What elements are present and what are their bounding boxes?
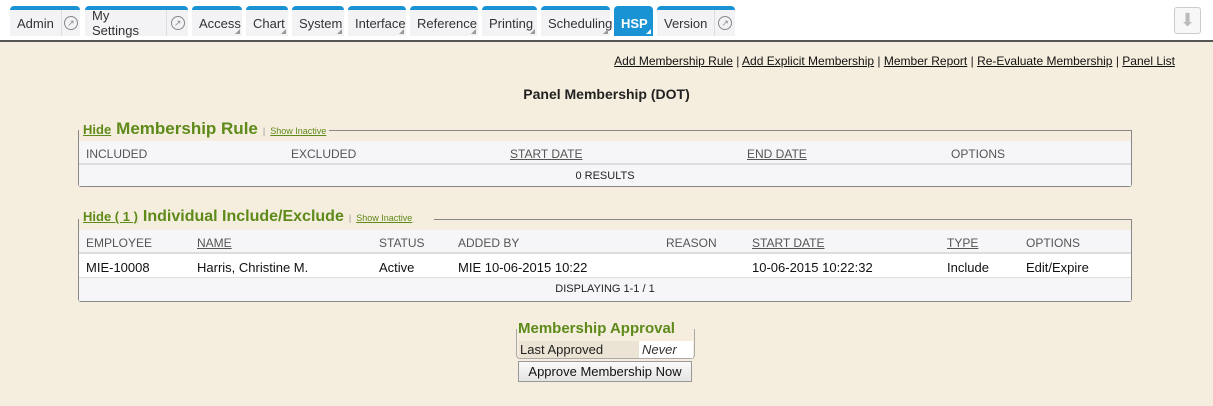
- tab-label: Printing: [489, 15, 534, 31]
- dropdown-corner-icon: [646, 29, 651, 34]
- type-cell: Include: [947, 260, 989, 275]
- dropdown-corner-icon: [337, 29, 342, 34]
- table-header: EMPLOYEE NAME STATUS ADDED BY REASON STA…: [79, 230, 1131, 254]
- tab-label: System: [299, 15, 343, 31]
- external-link-icon[interactable]: ↗: [166, 10, 188, 36]
- col-options: OPTIONS: [1026, 236, 1081, 250]
- col-type[interactable]: TYPE: [947, 236, 979, 250]
- employee-cell: MIE-10008: [86, 260, 150, 275]
- tab-label: Reference: [417, 15, 477, 31]
- fieldset-border: [329, 130, 1131, 131]
- individual-table: EMPLOYEE NAME STATUS ADDED BY REASON STA…: [79, 230, 1131, 301]
- dropdown-corner-icon: [471, 29, 476, 34]
- rule-table: INCLUDED EXCLUDED START DATE END DATE OP…: [79, 141, 1131, 186]
- approve-membership-button[interactable]: Approve Membership Now: [518, 361, 692, 382]
- separator: |: [970, 54, 974, 68]
- dropdown-corner-icon: [235, 29, 240, 34]
- membership-rule-section: Hide Membership Rule | Show Inactive INC…: [78, 119, 1132, 187]
- col-added-by: ADDED BY: [458, 236, 520, 250]
- tab-label: Chart: [253, 15, 285, 31]
- col-end-date[interactable]: END DATE: [747, 147, 807, 161]
- hide-toggle[interactable]: Hide: [83, 122, 112, 137]
- col-employee: EMPLOYEE: [86, 236, 153, 250]
- col-options: OPTIONS: [951, 147, 1006, 161]
- col-start-date[interactable]: START DATE: [510, 147, 583, 161]
- dropdown-corner-icon: [603, 29, 608, 34]
- hide-toggle[interactable]: Hide ( 1 ): [83, 209, 138, 224]
- last-approved-label: Last Approved: [519, 341, 639, 358]
- separator: |: [262, 126, 266, 136]
- show-inactive-link[interactable]: Show Inactive: [270, 126, 327, 136]
- membership-approval-section: Membership Approval Last Approved Never: [516, 320, 695, 359]
- separator: |: [348, 213, 352, 223]
- tab-system[interactable]: System: [292, 6, 344, 36]
- section-title: Membership Approval: [518, 320, 677, 337]
- tab-label: My Settings: [92, 8, 139, 38]
- dropdown-corner-icon: [281, 29, 286, 34]
- external-link-icon[interactable]: ↗: [714, 10, 735, 36]
- section-title: Membership Rule: [116, 119, 258, 138]
- member-report-link[interactable]: Member Report: [883, 54, 968, 68]
- tab-my-settings[interactable]: My Settings ↗: [85, 6, 188, 38]
- tab-label: Scheduling: [548, 15, 613, 31]
- tab-label: HSP: [621, 15, 648, 31]
- individual-section: Hide ( 1 ) Individual Include/Exclude | …: [78, 208, 1132, 302]
- col-reason: REASON: [666, 236, 717, 250]
- tab-scheduling[interactable]: Scheduling: [541, 6, 612, 36]
- edit-expire-link[interactable]: Edit/Expire: [1026, 260, 1089, 275]
- page-title: Panel Membership (DOT): [523, 86, 690, 102]
- table-header: INCLUDED EXCLUDED START DATE END DATE OP…: [79, 141, 1131, 165]
- tab-version[interactable]: Version ↗: [657, 6, 735, 36]
- last-approved-value: Never: [639, 341, 693, 358]
- start-date-cell: 10-06-2015 10:22:32: [752, 260, 873, 275]
- section-legend: Hide ( 1 ) Individual Include/Exclude | …: [81, 208, 415, 226]
- col-name[interactable]: NAME: [197, 236, 232, 250]
- results-count: 0 RESULTS: [575, 170, 635, 182]
- fieldset-border: [434, 219, 1131, 220]
- tab-label: Access: [199, 15, 241, 31]
- add-membership-rule-link[interactable]: Add Membership Rule: [614, 54, 733, 68]
- top-nav-bar: Admin ↗ My Settings ↗ Access Chart System …: [0, 0, 1213, 42]
- col-start-date[interactable]: START DATE: [752, 236, 825, 250]
- name-cell: Harris, Christine M.: [197, 260, 309, 275]
- re-evaluate-membership-link[interactable]: Re-Evaluate Membership: [977, 54, 1113, 68]
- tab-access[interactable]: Access: [192, 6, 242, 36]
- added-by-cell: MIE 10-06-2015 10:22: [458, 260, 588, 275]
- tab-admin[interactable]: Admin ↗: [10, 6, 80, 36]
- tab-label: Version: [664, 15, 708, 31]
- section-title: Individual Include/Exclude: [142, 208, 344, 225]
- tab-chart[interactable]: Chart: [246, 6, 288, 36]
- tab-hsp[interactable]: HSP: [614, 6, 653, 36]
- tab-label: Interface: [355, 15, 406, 31]
- tab-reference[interactable]: Reference: [410, 6, 478, 36]
- dropdown-corner-icon: [530, 29, 535, 34]
- download-button[interactable]: ⬇: [1174, 7, 1201, 34]
- displaying-count: DISPLAYING 1-1 / 1: [555, 283, 655, 295]
- separator: |: [1115, 54, 1119, 68]
- tab-label: Admin: [17, 15, 54, 31]
- table-row: MIE-10008 Harris, Christine M. Active MI…: [79, 254, 1131, 278]
- arrow-down-icon: ⬇: [1179, 10, 1196, 30]
- section-legend: Hide Membership Rule | Show Inactive: [81, 119, 329, 139]
- separator: |: [736, 54, 740, 68]
- action-links: Add Membership Rule | Add Explicit Membe…: [614, 54, 1175, 68]
- col-included: INCLUDED: [86, 147, 148, 161]
- status-cell: Active: [379, 260, 415, 275]
- external-link-icon[interactable]: ↗: [60, 10, 80, 36]
- separator: |: [877, 54, 881, 68]
- tab-printing[interactable]: Printing: [482, 6, 537, 36]
- panel-list-link[interactable]: Panel List: [1122, 54, 1175, 68]
- show-inactive-link[interactable]: Show Inactive: [356, 213, 413, 223]
- col-status: STATUS: [379, 236, 425, 250]
- add-explicit-membership-link[interactable]: Add Explicit Membership: [742, 54, 875, 68]
- tab-interface[interactable]: Interface: [348, 6, 406, 36]
- dropdown-corner-icon: [399, 29, 404, 34]
- col-excluded: EXCLUDED: [291, 147, 357, 161]
